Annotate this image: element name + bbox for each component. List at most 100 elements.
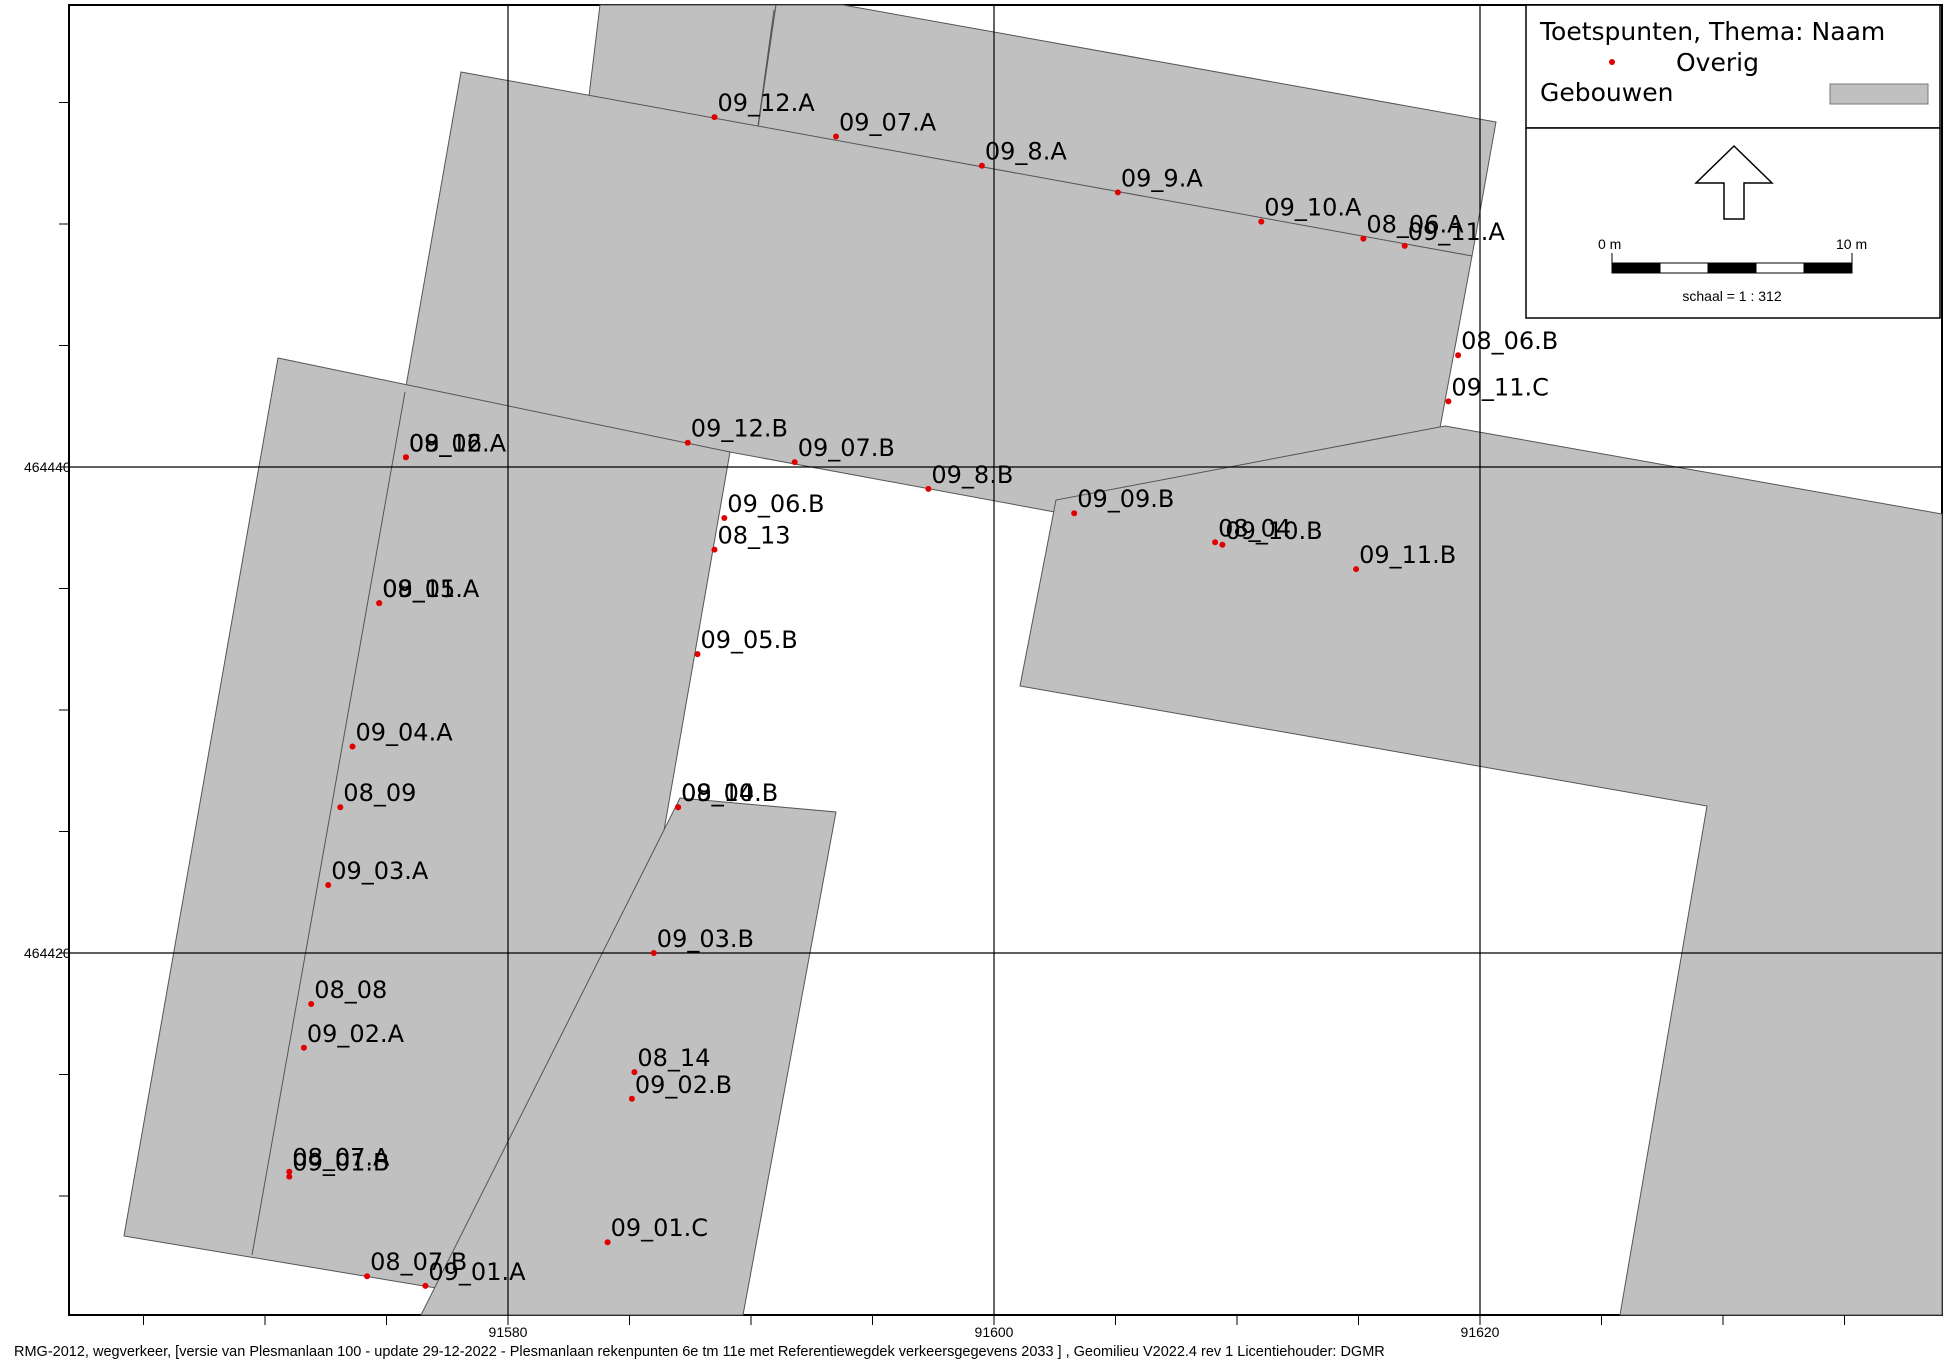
point-label-08_08: 08_08 <box>314 976 387 1004</box>
scale-end-label: 10 m <box>1836 236 1867 252</box>
legend-buildings-label: Gebouwen <box>1540 78 1673 107</box>
legend-title: Toetspunten, Thema: Naam <box>1539 17 1885 46</box>
point-marker-08_08 <box>308 1001 315 1007</box>
grid-lines <box>69 5 1942 1315</box>
point-marker-09_05.A <box>376 600 383 607</box>
point-marker-09_12.A <box>711 114 718 121</box>
point-label-09_11.C: 09_11.C <box>1451 373 1548 401</box>
points-layer: 09_12.A 09_07.A 09_8.A 09_9.A 09_10.A08_06.A… <box>286 89 1558 1289</box>
point-label-09_11.A: 09_11.A <box>1408 218 1506 246</box>
scale-seg-2 <box>1659 262 1709 274</box>
point-label-09_06.B: 09_06.B <box>727 490 824 518</box>
point-marker-09_03.A <box>325 882 332 888</box>
point-marker-09_05.B <box>694 651 701 658</box>
point-marker-08_09 <box>337 804 344 811</box>
point-label-09_8.B: 09_8.B <box>931 461 1013 489</box>
point-marker-09_02.B <box>628 1095 635 1102</box>
point-marker-09_07.A <box>833 133 839 140</box>
point-marker-09_02.A <box>300 1044 307 1051</box>
point-marker-09_8.B <box>925 485 932 492</box>
legend-box <box>1525 4 1941 129</box>
point-label-09_05.A: 09_05.A <box>382 575 480 603</box>
point-marker-09_01.A <box>422 1282 429 1289</box>
point-label-08_09: 08_09 <box>343 779 416 807</box>
scale-seg-3 <box>1707 262 1757 274</box>
point-label-09_04.B: 09_04.B <box>681 779 778 807</box>
point-label-09_12.A: 09_12.A <box>718 89 816 117</box>
point-marker-09_06.A <box>402 454 409 461</box>
y-tick-label-464420: 464420 <box>24 945 71 961</box>
x-tick-label-91580: 91580 <box>489 1324 528 1340</box>
point-marker-09_01.C <box>604 1239 611 1246</box>
point-label-08_04: 08_04 <box>1218 514 1291 542</box>
building-bottom-right <box>420 797 837 1316</box>
point-marker-09_09.B <box>1071 510 1078 517</box>
point-marker-09_10.A <box>1258 218 1265 225</box>
point-label-09_02.B: 09_02.B <box>635 1071 732 1099</box>
point-label-09_07.B: 09_07.B <box>798 434 895 462</box>
legend: Toetspunten, Thema: Naam Overig Gebouwen <box>1525 4 1941 129</box>
point-marker-09_12.B <box>684 439 691 446</box>
point-label-09_01.B: 09_01.B <box>292 1149 389 1177</box>
legend-point-symbol <box>1609 59 1615 65</box>
point-marker-09_01.B <box>286 1173 293 1180</box>
scale-seg-4 <box>1755 262 1805 274</box>
point-label-09_04.A: 09_04.A <box>356 719 454 747</box>
point-label-09_05.B: 09_05.B <box>701 626 798 654</box>
point-label-08_07.B: 08_07.B <box>370 1248 467 1276</box>
point-label-09_01.A: 09_01.A <box>428 1258 526 1286</box>
point-label-08_11: 08_11 <box>382 575 455 603</box>
scale-box: 0 m 10 m schaal = 1 : 312 <box>1525 127 1941 319</box>
building-right-wing <box>1019 425 1943 1316</box>
point-marker-08_06.A <box>1360 235 1367 242</box>
point-marker-08_07.B <box>364 1273 371 1280</box>
point-marker-09_9.A <box>1114 189 1121 196</box>
point-label-09_07.A: 09_07.A <box>839 109 937 137</box>
point-label-08_13: 08_13 <box>718 522 791 550</box>
point-label-09_06.A: 09_06.A <box>409 429 507 457</box>
building-divider-1 <box>757 9 775 127</box>
north-arrow-icon <box>1694 144 1774 220</box>
scale-ratio: schaal = 1 : 312 <box>1682 288 1781 304</box>
point-marker-09_10.B <box>1219 541 1226 548</box>
point-marker-08_14 <box>631 1069 638 1076</box>
footer-credits: RMG-2012, wegverkeer, [versie van Plesma… <box>14 1344 1385 1360</box>
point-marker-08_07.A <box>286 1168 293 1175</box>
point-marker-09_8.A <box>978 162 985 169</box>
point-marker-08_06.B <box>1455 352 1462 359</box>
point-label-08_06.B: 08_06.B <box>1461 327 1558 355</box>
point-marker-09_06.B <box>721 515 728 521</box>
x-tick-label-91600: 91600 <box>975 1324 1014 1340</box>
point-label-08_06.A: 08_06.A <box>1366 211 1464 239</box>
scale-bar <box>1611 253 1853 274</box>
point-marker-09_11.A <box>1401 242 1408 249</box>
point-label-09_01.C: 09_01.C <box>611 1214 708 1242</box>
tick-marks <box>59 102 1845 1325</box>
buildings-layer <box>123 4 1943 1316</box>
building-divider-2 <box>251 391 406 1256</box>
point-label-09_11.B: 09_11.B <box>1359 541 1456 569</box>
point-label-09_10.A: 09_10.A <box>1264 194 1362 222</box>
point-marker-09_03.B <box>650 950 657 956</box>
point-label-09_03.A: 09_03.A <box>331 857 429 885</box>
legend-point-label: Overig <box>1676 48 1759 77</box>
point-label-09_02.A: 09_02.A <box>307 1020 405 1048</box>
point-label-09_10.B: 09_10.B <box>1225 517 1322 545</box>
scale-seg-1 <box>1611 262 1661 274</box>
point-label-09_03.B: 09_03.B <box>657 925 754 953</box>
point-marker-09_11.C <box>1445 398 1452 405</box>
point-marker-09_11.B <box>1353 566 1360 573</box>
point-marker-08_13 <box>711 546 718 553</box>
x-tick-label-91620: 91620 <box>1461 1324 1500 1340</box>
point-label-09_9.A: 09_9.A <box>1121 164 1203 192</box>
point-marker-09_07.B <box>791 459 798 466</box>
point-label-09_12.B: 09_12.B <box>691 415 788 443</box>
point-label-08_14: 08_14 <box>637 1044 710 1072</box>
scale-seg-5 <box>1803 262 1853 274</box>
point-label-09_8.A: 09_8.A <box>985 138 1067 166</box>
point-marker-09_04.B <box>675 804 682 811</box>
point-label-08_10: 08_10 <box>681 779 754 807</box>
legend-building-swatch <box>1829 83 1929 105</box>
point-marker-08_04 <box>1212 539 1219 546</box>
